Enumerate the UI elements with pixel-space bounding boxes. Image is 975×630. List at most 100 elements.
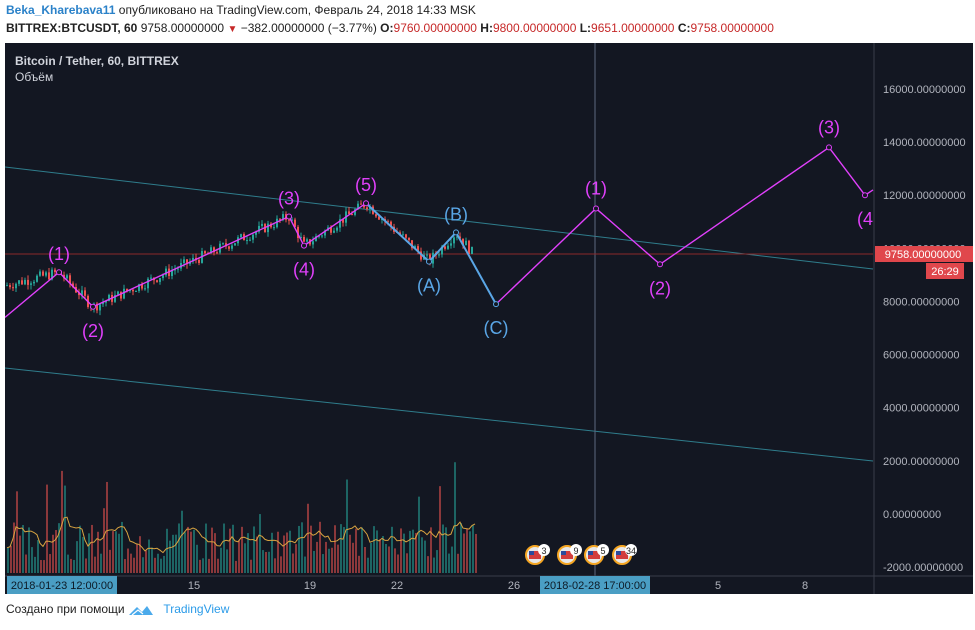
candle-body <box>417 246 419 252</box>
candle-body <box>303 237 305 242</box>
volume-bar <box>289 530 291 573</box>
tradingview-link[interactable]: TradingView <box>163 602 230 616</box>
volume-bar <box>388 546 390 573</box>
candle-body <box>135 290 137 292</box>
candle-body <box>402 234 404 236</box>
candle-body <box>66 275 68 279</box>
projection-wave-line <box>495 146 874 305</box>
volume-bar <box>403 533 405 573</box>
volume-bar <box>436 550 438 573</box>
volume-bar <box>301 522 303 573</box>
volume-bar <box>67 554 69 573</box>
volume-bar <box>103 508 105 573</box>
volume-bar <box>61 470 63 573</box>
publish-info: опубликовано на TradingView.com, Февраль… <box>118 3 476 17</box>
candle-body <box>315 236 317 242</box>
volume-bar <box>238 540 240 573</box>
candle-body <box>138 284 140 291</box>
volume-bar <box>286 532 288 573</box>
volume-bar <box>304 556 306 573</box>
wave-label: (B) <box>444 204 468 224</box>
last-price: 9758.00000000 <box>140 21 225 35</box>
volume-bar <box>49 554 51 573</box>
volume-bar <box>118 533 120 573</box>
volume-bar <box>274 558 276 573</box>
volume-bar <box>37 540 39 573</box>
event-badges[interactable]: 3 9 5 34 <box>525 544 637 565</box>
price-tick-label: 16000.00000000 <box>883 84 966 96</box>
volume-bar <box>250 559 252 573</box>
volume-bar <box>28 527 30 573</box>
candle-body <box>21 280 23 285</box>
volume-bar <box>340 524 342 573</box>
volume-bar <box>85 558 87 573</box>
volume-bar <box>181 510 183 573</box>
price-tick-label: -2000.00000000 <box>883 562 963 574</box>
candle-body <box>468 240 470 255</box>
candle-body <box>150 277 152 279</box>
price-axis[interactable]: 16000.00000000 14000.00000000 12000.000000… <box>883 84 966 574</box>
volume-bar <box>100 553 102 573</box>
volume-bar <box>136 544 138 573</box>
volume-bar <box>58 523 60 573</box>
candle-body <box>171 270 173 276</box>
volume-bar <box>7 547 9 573</box>
candle-body <box>462 238 464 246</box>
volume-bar <box>394 548 396 573</box>
candle-body <box>363 204 365 208</box>
volume-bar <box>52 534 54 573</box>
time-tick-label: 19 <box>304 580 316 592</box>
volume-bar <box>166 528 168 573</box>
event-badge[interactable]: 5 <box>584 544 609 565</box>
chart-area[interactable]: (1) (2) (3) (4) (5) (A) (B) (C) (1) (2) (3) (4 Bitc… <box>4 43 973 594</box>
volume-bar <box>169 540 171 573</box>
candle-body <box>258 225 260 232</box>
candle-body <box>216 252 218 254</box>
volume-bar <box>199 559 201 573</box>
volume-bar <box>232 524 234 573</box>
candle-body <box>204 251 206 254</box>
volume-bar <box>13 522 15 573</box>
volume-bar <box>55 530 57 573</box>
candle-body <box>69 275 71 284</box>
volume-ma-line <box>6 516 476 554</box>
time-axis[interactable]: 15 19 22 26 5 8 <box>188 580 808 592</box>
last-price-tag <box>875 246 973 262</box>
volume-bar <box>220 547 222 573</box>
time-tick-label: 22 <box>391 580 403 592</box>
close-label: C: <box>677 21 691 35</box>
candle-body <box>342 219 344 223</box>
event-badge-count: 3 <box>541 546 546 556</box>
event-badge[interactable]: 9 <box>557 544 582 565</box>
candle-body <box>330 227 332 233</box>
wave-point <box>493 301 499 308</box>
volume-bar <box>208 558 210 573</box>
wave-label: (1) <box>48 244 70 264</box>
candle-body <box>198 259 200 263</box>
legend-volume: Объём <box>15 70 53 84</box>
volume-bar <box>172 534 174 573</box>
crosshair-time-tag-right <box>540 576 650 594</box>
open-label: O: <box>380 21 394 35</box>
author-link[interactable]: Beka_Kharebava11 <box>6 3 116 17</box>
volume-bar <box>379 539 381 573</box>
candle-body <box>453 237 455 244</box>
event-badge[interactable]: 3 <box>525 544 550 565</box>
candle-body <box>294 219 296 227</box>
candle-body <box>273 227 275 229</box>
volume-bar <box>217 558 219 573</box>
volume-bar <box>70 558 72 573</box>
time-tick-label: 15 <box>188 580 200 592</box>
volume-bar <box>457 553 459 573</box>
wave-labels: (1) (2) (3) (4) (5) (A) (B) (C) (1) (2) (3) (4 <box>48 117 873 340</box>
candle-body <box>279 218 281 220</box>
price-change: −382.00000000 (−3.77%) <box>240 21 377 35</box>
volume-bar <box>97 531 99 573</box>
event-badge[interactable]: 34 <box>612 544 637 565</box>
volume-bar <box>349 534 351 573</box>
volume-bar <box>406 553 408 573</box>
volume-bar <box>307 503 309 573</box>
chart-canvas[interactable]: (1) (2) (3) (4) (5) (A) (B) (C) (1) (2) (3) (4 Bitc… <box>4 43 973 594</box>
volume-bar <box>154 557 156 573</box>
volume-bar <box>124 559 126 573</box>
